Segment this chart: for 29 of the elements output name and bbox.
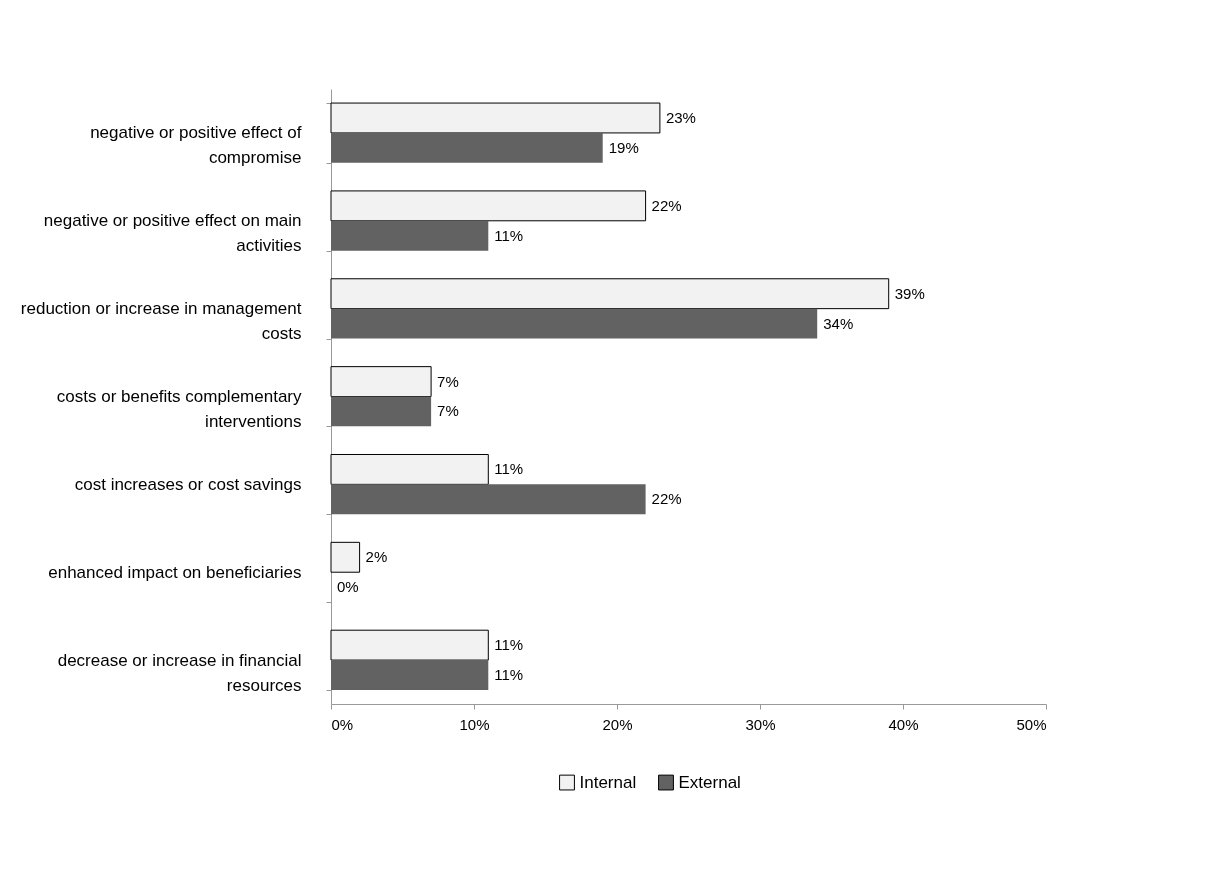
data-label: 11%: [494, 636, 524, 654]
data-label: 11%: [494, 666, 524, 684]
x-tick-label: 20%: [602, 715, 633, 733]
x-tick-label: 0%: [331, 715, 354, 733]
y-tick-label: negative or positive effect of compromise: [90, 123, 302, 168]
data-label: 22%: [651, 490, 682, 508]
x-tick-label: 30%: [745, 715, 776, 733]
data-label: 11%: [494, 226, 524, 244]
y-tick-label: negative or positive effect on main activities: [43, 211, 302, 256]
x-tick-label: 10%: [459, 715, 490, 733]
data-label: 39%: [894, 284, 925, 302]
y-tick-label: decrease or increase in financial resources: [57, 650, 302, 695]
data-label: 23%: [665, 108, 696, 126]
data-label: 0%: [337, 578, 359, 596]
legend-label: Internal: [579, 772, 637, 792]
data-label: 19%: [608, 138, 639, 156]
x-tick-label: 40%: [888, 715, 919, 733]
y-tick-label: costs or benefits complementary interventions: [56, 387, 302, 431]
y-tick-label: reduction or increase in management costs: [20, 299, 302, 344]
legend-label: External: [678, 772, 741, 792]
data-label: 34%: [823, 314, 854, 332]
data-label: 7%: [437, 402, 459, 420]
data-label: 7%: [437, 372, 459, 390]
data-label: 2%: [365, 548, 388, 566]
y-tick-label: enhanced impact on beneficiaries: [48, 562, 302, 582]
data-label: 11%: [494, 460, 524, 478]
x-tick-label: 50%: [1016, 715, 1047, 733]
data-label: 22%: [651, 196, 682, 214]
y-tick-label: cost increases or cost savings: [74, 474, 302, 494]
